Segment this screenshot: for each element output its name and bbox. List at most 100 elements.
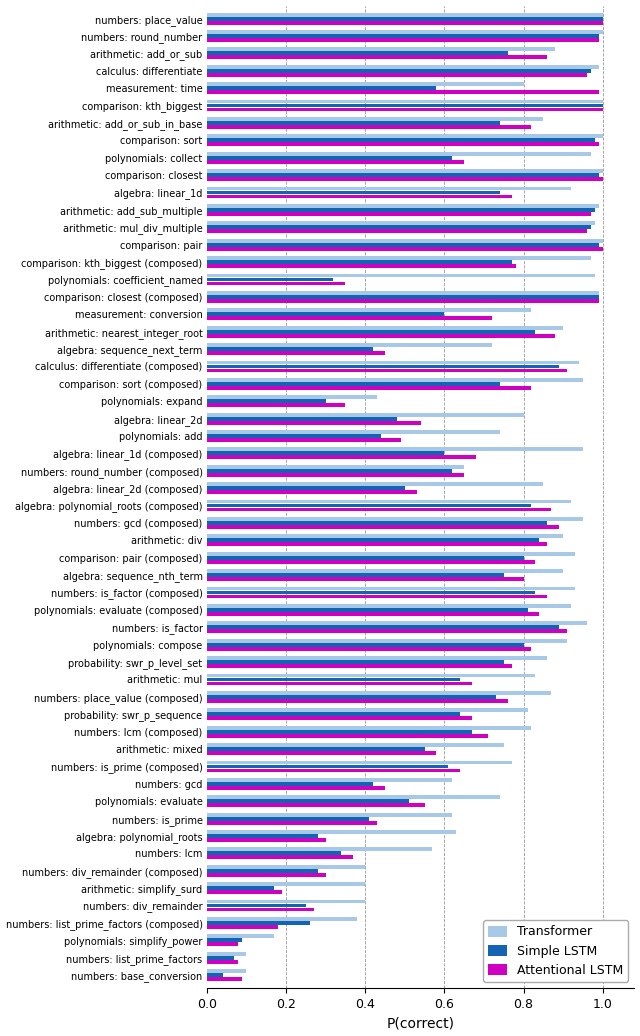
Bar [207,369,567,372]
Bar [207,17,603,21]
Bar [207,604,571,608]
Bar [207,769,460,773]
Bar [207,160,464,164]
Bar [207,208,595,211]
Bar [207,812,452,816]
Bar [207,396,377,399]
Bar [207,378,583,381]
Bar [207,108,603,112]
Bar [207,430,500,434]
Bar [207,490,417,494]
Bar [207,34,599,38]
Bar [207,939,243,943]
Bar [207,226,591,229]
Bar [207,847,433,852]
Bar [207,786,385,789]
Bar [207,452,444,455]
Bar [207,325,563,329]
Bar [207,382,500,385]
Bar [207,642,524,646]
Bar [207,52,508,55]
Legend: Transformer, Simple LSTM, Attentional LSTM: Transformer, Simple LSTM, Attentional LS… [483,920,628,982]
Bar [207,247,603,251]
Bar [207,82,524,86]
Bar [207,865,365,869]
Bar [207,222,595,225]
Bar [207,586,575,591]
Bar [207,886,274,890]
Bar [207,778,452,782]
Bar [207,760,511,765]
Bar [207,56,547,59]
Bar [207,412,524,416]
Bar [207,456,476,459]
Bar [207,169,603,173]
Bar [207,30,603,34]
Bar [207,343,492,347]
Bar [207,204,599,208]
Bar [207,821,377,825]
Bar [207,943,239,946]
Bar [207,577,524,581]
Bar [207,535,563,539]
Bar [207,499,571,503]
Bar [207,660,504,664]
Bar [207,212,591,215]
Bar [207,448,583,452]
Bar [207,709,527,712]
Bar [207,713,460,716]
Bar [207,830,456,834]
Bar [207,238,603,242]
Bar [207,90,599,94]
Bar [207,465,464,468]
Bar [207,86,436,90]
Bar [207,678,460,682]
Bar [207,316,492,320]
Bar [207,282,346,285]
Bar [207,186,571,191]
Bar [207,177,603,181]
Bar [207,173,599,177]
Bar [207,656,547,660]
Bar [207,139,595,142]
Bar [207,274,595,278]
Bar [207,73,587,77]
Bar [207,104,603,108]
Bar [207,517,583,521]
Bar [207,399,326,403]
Bar [207,782,373,785]
Bar [207,312,444,316]
Bar [207,421,420,425]
Bar [207,508,551,512]
Bar [207,469,452,472]
Bar [207,48,556,52]
Bar [207,569,563,573]
Bar [207,626,559,629]
Bar [207,883,365,886]
Bar [207,630,567,633]
Bar [207,521,547,525]
Bar [207,591,536,595]
Bar [207,334,556,338]
Bar [207,751,436,755]
Bar [207,347,373,351]
Bar [207,899,365,903]
Bar [207,295,599,298]
Bar [207,38,599,41]
Bar [207,256,591,260]
Bar [207,917,357,921]
Bar [207,559,536,564]
Bar [207,264,516,268]
Bar [207,834,317,838]
Bar [207,191,500,195]
Bar [207,664,511,668]
Bar [207,959,239,963]
Bar [207,278,333,282]
Bar [207,99,603,104]
Bar [207,291,599,295]
Bar [207,434,381,438]
Bar [207,921,310,925]
Bar [207,695,496,698]
Bar [207,525,559,528]
Bar [207,155,452,160]
